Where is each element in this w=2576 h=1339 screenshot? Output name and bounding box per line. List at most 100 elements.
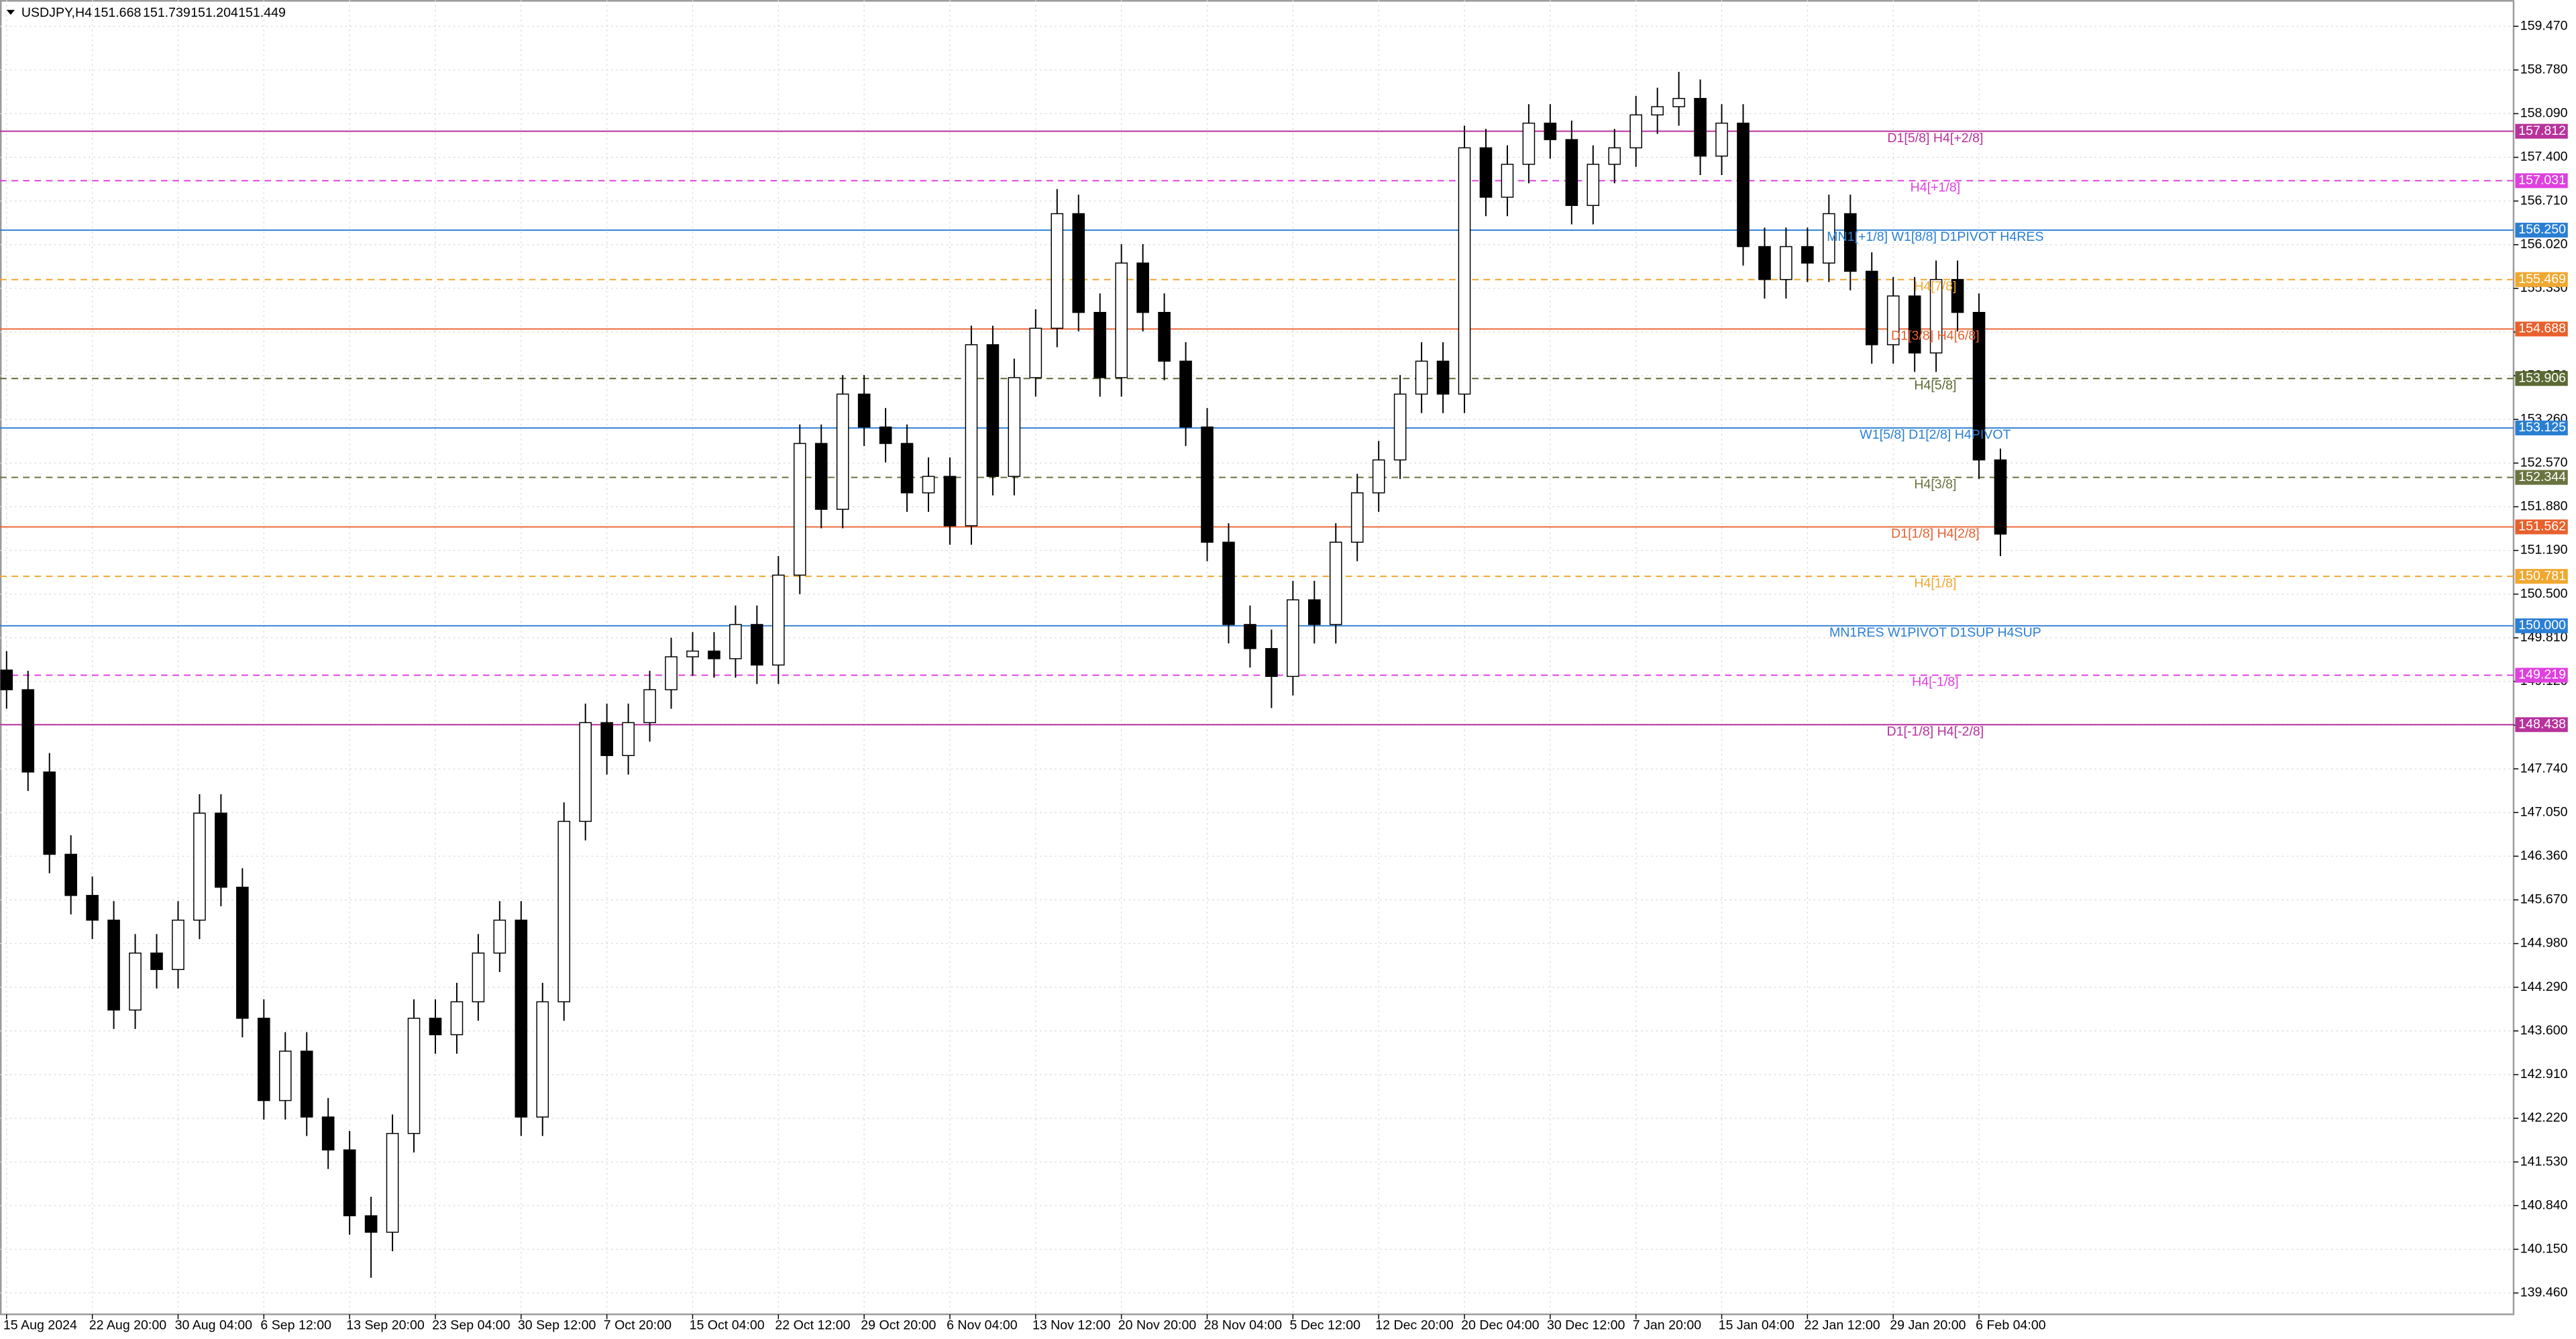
y-tick-label: 152.570 (2520, 455, 2568, 470)
x-tick-label: 13 Nov 12:00 (1032, 1318, 1111, 1333)
x-tick-label: 22 Oct 12:00 (775, 1318, 850, 1333)
candle-body (1886, 295, 1900, 345)
y-tick-label: 141.530 (2520, 1154, 2568, 1169)
candles-layer (0, 72, 2007, 1278)
candle-body (129, 952, 142, 1011)
candle-body (1179, 360, 1192, 428)
level-price: 150.781 (2518, 568, 2566, 583)
candle-body (472, 952, 485, 1003)
x-tick-label: 22 Aug 20:00 (89, 1318, 167, 1333)
y-tick-label: 139.460 (2520, 1285, 2568, 1300)
ohlc-low: 151.204 (191, 5, 238, 20)
candle-body (622, 722, 635, 757)
level-badge (2515, 173, 2568, 189)
symbol: USDJPY,H4 (21, 5, 92, 20)
candle-body (1565, 139, 1578, 206)
candle-body (857, 393, 871, 428)
candle-body (258, 1018, 270, 1102)
level-badge (2515, 272, 2568, 287)
candle-body (0, 670, 13, 690)
candle-body (1458, 147, 1471, 395)
y-tick-label: 158.090 (2520, 106, 2568, 121)
candle-body (1051, 213, 1064, 329)
level-price: 157.812 (2518, 123, 2566, 138)
level-name: H4[5/8] (1914, 378, 1956, 392)
x-tick-label: 6 Sep 12:00 (260, 1318, 331, 1333)
candle-body (107, 919, 120, 1011)
x-tick-label: 20 Dec 04:00 (1461, 1318, 1540, 1333)
candle-body (1522, 122, 1536, 165)
level-name: H4[7/8] (1914, 279, 1956, 294)
candle-body (300, 1051, 313, 1118)
candle-body (600, 722, 613, 757)
y-tick-label: 151.880 (2520, 499, 2568, 514)
x-tick-label: 6 Feb 04:00 (1976, 1318, 2046, 1333)
candle-body (278, 1051, 292, 1102)
header: USDJPY,H4 151.668 151.739 151.204 151.44… (6, 5, 286, 20)
candle-body (1072, 213, 1085, 313)
x-tick-label: 15 Aug 2024 (3, 1318, 77, 1333)
candle-body (943, 476, 957, 527)
y-tick-label: 147.050 (2520, 804, 2568, 819)
candle-body (21, 689, 35, 773)
candle-body (986, 344, 1000, 477)
candle-body (1201, 426, 1214, 543)
candle-body (1651, 106, 1664, 116)
candle-body (364, 1215, 378, 1233)
x-tick-label: 29 Oct 20:00 (861, 1318, 936, 1333)
ohlc-high: 151.739 (143, 5, 191, 20)
candle-body (557, 820, 571, 1003)
level-price: 151.562 (2518, 519, 2566, 534)
level-badge (2515, 420, 2568, 435)
candle-body (1244, 624, 1256, 649)
y-tick-label: 151.190 (2520, 543, 2568, 557)
candle-body (965, 344, 978, 527)
candle-body (321, 1116, 335, 1150)
x-tick-label: 30 Sep 12:00 (518, 1318, 596, 1333)
candle-body (64, 853, 77, 896)
candle-body (1008, 377, 1021, 477)
candle-body (1929, 278, 1943, 354)
candle-body (1436, 360, 1450, 395)
candle-body (729, 624, 742, 659)
level-name: MN1[+1/8] W1[8/8] D1PIVOT H4RES (1827, 229, 2043, 244)
y-tick-label: 146.360 (2520, 848, 2568, 863)
x-tick-label: 6 Nov 04:00 (947, 1318, 1018, 1333)
level-name: H4[-1/8] (1912, 675, 1959, 690)
plot-frame (0, 0, 2515, 1316)
candle-body (1908, 295, 1921, 354)
level-name: D1[3/8] H4[6/8] (1891, 329, 1980, 343)
candle-body (1115, 262, 1128, 378)
candle-body (1158, 311, 1171, 362)
grid-layer (0, 0, 2519, 1320)
candle-body (172, 919, 184, 970)
candle-body (493, 919, 506, 954)
candle-body (772, 574, 785, 666)
y-tick-label: 147.740 (2520, 761, 2568, 775)
y-tick-label: 158.780 (2520, 62, 2568, 76)
x-tick-label: 15 Oct 04:00 (690, 1318, 765, 1333)
candle-body (1865, 270, 1878, 345)
candle-body (236, 886, 249, 1019)
candle-body (1372, 459, 1385, 494)
candle-body (1715, 122, 1728, 157)
candle-body (1587, 164, 1600, 206)
candle-body (793, 443, 806, 576)
level-badge (2515, 519, 2568, 535)
level-price: 150.000 (2518, 618, 2566, 633)
level-name: H4[3/8] (1914, 477, 1956, 492)
candle-body (1029, 327, 1042, 378)
level-name: H4[+1/8] (1911, 180, 1961, 195)
candle-body (429, 1018, 442, 1036)
candle-body (1501, 164, 1514, 198)
x-tick-label: 7 Jan 20:00 (1633, 1318, 1701, 1333)
level-price: 153.906 (2518, 370, 2566, 385)
level-price: 156.250 (2518, 222, 2566, 237)
candle-body (1544, 122, 1557, 140)
x-tick-label: 20 Nov 20:00 (1118, 1318, 1197, 1333)
candle-body (450, 1001, 464, 1036)
candle-body (1479, 147, 1493, 198)
candle-body (1329, 541, 1342, 625)
